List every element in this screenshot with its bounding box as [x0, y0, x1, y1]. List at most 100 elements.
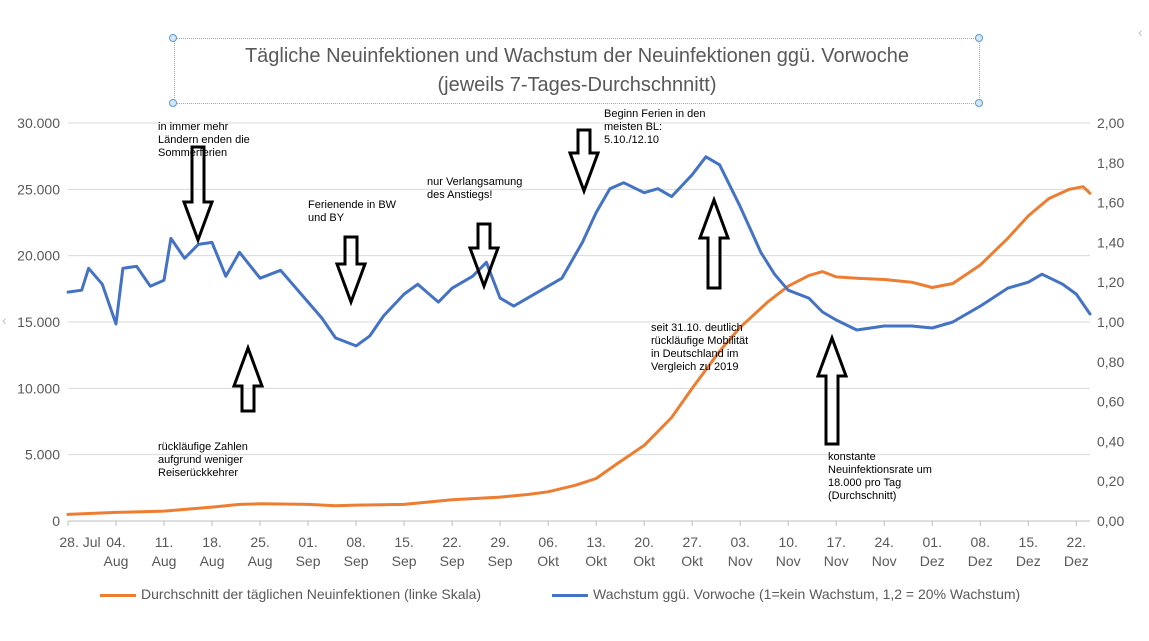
x-tick-label-month: Okt	[633, 553, 655, 569]
y-right-tick-label: 1,20	[1097, 274, 1124, 290]
x-tick-label-month: Aug	[104, 553, 129, 569]
x-tick-label-day: 13.	[586, 534, 605, 550]
x-tick-label-month: Sep	[440, 553, 465, 569]
annotation-line: rückläufige Zahlen	[158, 441, 248, 453]
y-left-tick-label: 25.000	[17, 181, 60, 197]
edge-marker-left: ‹	[2, 312, 7, 328]
resize-handle-bottom-right[interactable]	[975, 99, 983, 107]
y-left-tick-label: 20.000	[17, 248, 60, 264]
x-tick-label-day: 22.	[1067, 534, 1086, 550]
arrow-down-icon	[334, 235, 368, 307]
y-right-tick-label: 1,00	[1097, 314, 1124, 330]
x-tick-label-day: 08.	[346, 534, 365, 550]
series-lines	[66, 155, 1092, 516]
annotation-line: seit 31.10. deutlich	[651, 322, 743, 334]
x-tick-label-month: Sep	[392, 553, 417, 569]
chart-title-box[interactable]: Tägliche Neuinfektionen und Wachstum der…	[174, 38, 980, 104]
x-tick-label-day: 04.	[106, 534, 125, 550]
arrow-up-icon	[231, 343, 265, 413]
y-right-tick-label: 1,80	[1097, 155, 1124, 171]
legend-label-cases: Durchschnitt der täglichen Neuinfektione…	[141, 586, 482, 602]
series-line-growth	[66, 155, 1092, 348]
x-tick-label-month: Dez	[920, 553, 945, 569]
x-tick-label-day: 18.	[202, 534, 221, 550]
arrow-up-icon	[815, 333, 849, 446]
y-left-tick-label: 15.000	[17, 314, 60, 330]
x-tick-label-day: 24.	[874, 534, 893, 550]
annotation-line: 5.10./12.10	[604, 134, 660, 146]
annotation-autumn-holidays: Beginn Ferien in den meisten BL: 5.10./12.…	[604, 108, 706, 147]
legend-cases: Durchschnitt der täglichen Neuinfektione…	[100, 586, 481, 602]
annotation-line: (Durchschnitt)	[828, 490, 897, 502]
annotation-line: konstante	[828, 451, 876, 463]
arrow-down-icon	[467, 222, 501, 291]
x-tick-label-day: 25.	[250, 534, 269, 550]
annotation-arrows	[181, 128, 849, 446]
x-tick-label-month: Dez	[1064, 553, 1089, 569]
arrow-down-icon	[567, 128, 601, 196]
y-left-tick-label: 0	[52, 513, 60, 529]
x-tick-label-day: 27.	[682, 534, 701, 550]
legend-growth: Wachstum ggü. Vorwoche (1=kein Wachstum,…	[552, 586, 1020, 602]
chart-title-line-2: (jeweils 7-Tages-Durchschnnitt)	[437, 74, 717, 96]
y-left-tick-label: 30.000	[17, 115, 60, 131]
legend-label-growth: Wachstum ggü. Vorwoche (1=kein Wachstum,…	[593, 586, 1021, 602]
x-tick-label-day: 22.	[442, 534, 461, 550]
y-right-tick-label: 0,80	[1097, 354, 1124, 370]
y-axis-right: 0,00 0,20 0,40 0,60 0,80 1,00 1,20 1,40 1,60 1,80…	[1097, 115, 1124, 529]
annotation-line: in Deutschland im	[651, 348, 739, 360]
chart-title-line-1: Tägliche Neuinfektionen und Wachstum der…	[244, 45, 910, 67]
x-tick-label-month: Nov	[776, 553, 801, 569]
y-left-tick-label: 5.000	[25, 447, 60, 463]
x-tick-label-day: 01.	[298, 534, 317, 550]
annotation-line: aufgrund weniger	[158, 454, 244, 466]
y-right-tick-label: 0,20	[1097, 473, 1124, 489]
x-tick-label-month: Okt	[537, 553, 559, 569]
y-axis-left: 0 5.000 10.000 15.000 20.000 25.000 30.000	[17, 115, 60, 529]
x-tick-label-month: Okt	[585, 553, 607, 569]
x-tick-label-month: Aug	[248, 553, 273, 569]
annotation-slowdown: nur Verlangsamung des Anstiegs!	[427, 176, 522, 202]
series-line-cases	[66, 185, 1092, 516]
annotation-line: Vergleich zu 2019	[651, 361, 739, 373]
edge-marker-top-right: ‹	[1138, 24, 1143, 40]
annotation-line: Sommerferien	[158, 147, 228, 159]
x-tick-label-month: Nov	[824, 553, 849, 569]
resize-handle-bottom-left[interactable]	[169, 99, 177, 107]
x-tick-label-day: 03.	[730, 534, 749, 550]
x-tick-label-day: 20.	[634, 534, 653, 550]
annotation-line: 18.000 pro Tag	[828, 477, 902, 489]
x-tick-label-day: 29.	[490, 534, 509, 550]
annotation-fewer-returnees: rückläufige Zahlen aufgrund weniger Reiser…	[158, 441, 248, 480]
y-right-tick-label: 1,60	[1097, 195, 1124, 211]
x-tick-label-day: 15.	[1019, 534, 1038, 550]
resize-handle-top-left[interactable]	[169, 34, 177, 42]
x-tick-label-month: Okt	[681, 553, 703, 569]
x-tick-label-day: 06.	[538, 534, 557, 550]
legend-swatch-growth	[552, 593, 588, 597]
y-right-tick-label: 1,40	[1097, 234, 1124, 250]
annotation-mobility-decline: seit 31.10. deutlich rückläufige Mobilitä…	[651, 322, 748, 374]
annotation-line: und BY	[308, 212, 345, 224]
legend-swatch-cases	[100, 593, 136, 597]
x-tick-label-month: Aug	[152, 553, 177, 569]
annotation-line: Ländern enden die	[158, 134, 250, 146]
resize-handle-top-right[interactable]	[975, 34, 983, 42]
x-tick-label-month: Sep	[488, 553, 513, 569]
annotation-line: nur Verlangsamung	[427, 176, 523, 188]
x-tick-label-day: 11.	[155, 534, 173, 550]
x-tick-label-day: 17.	[826, 534, 845, 550]
x-tick-label-month: Aug	[200, 553, 225, 569]
annotation-constant-rate: konstante Neuinfektionsrate um 18.000 pro …	[828, 451, 932, 503]
annotation-line: Beginn Ferien in den	[604, 108, 706, 120]
arrow-down-icon	[181, 145, 215, 245]
x-tick-label-month: Dez	[1016, 553, 1041, 569]
annotation-line: Reiserückkehrer	[158, 467, 239, 479]
x-tick-label-day: 15.	[394, 534, 413, 550]
x-tick-label-day: 08.	[971, 534, 990, 550]
annotation-holiday-end-bw-by: Ferienende in BW und BY	[308, 199, 396, 225]
y-right-tick-label: 0,40	[1097, 433, 1124, 449]
x-tick-label-day: 28. Jul	[59, 534, 100, 550]
annotation-line: Neuinfektionsrate um	[828, 464, 932, 476]
